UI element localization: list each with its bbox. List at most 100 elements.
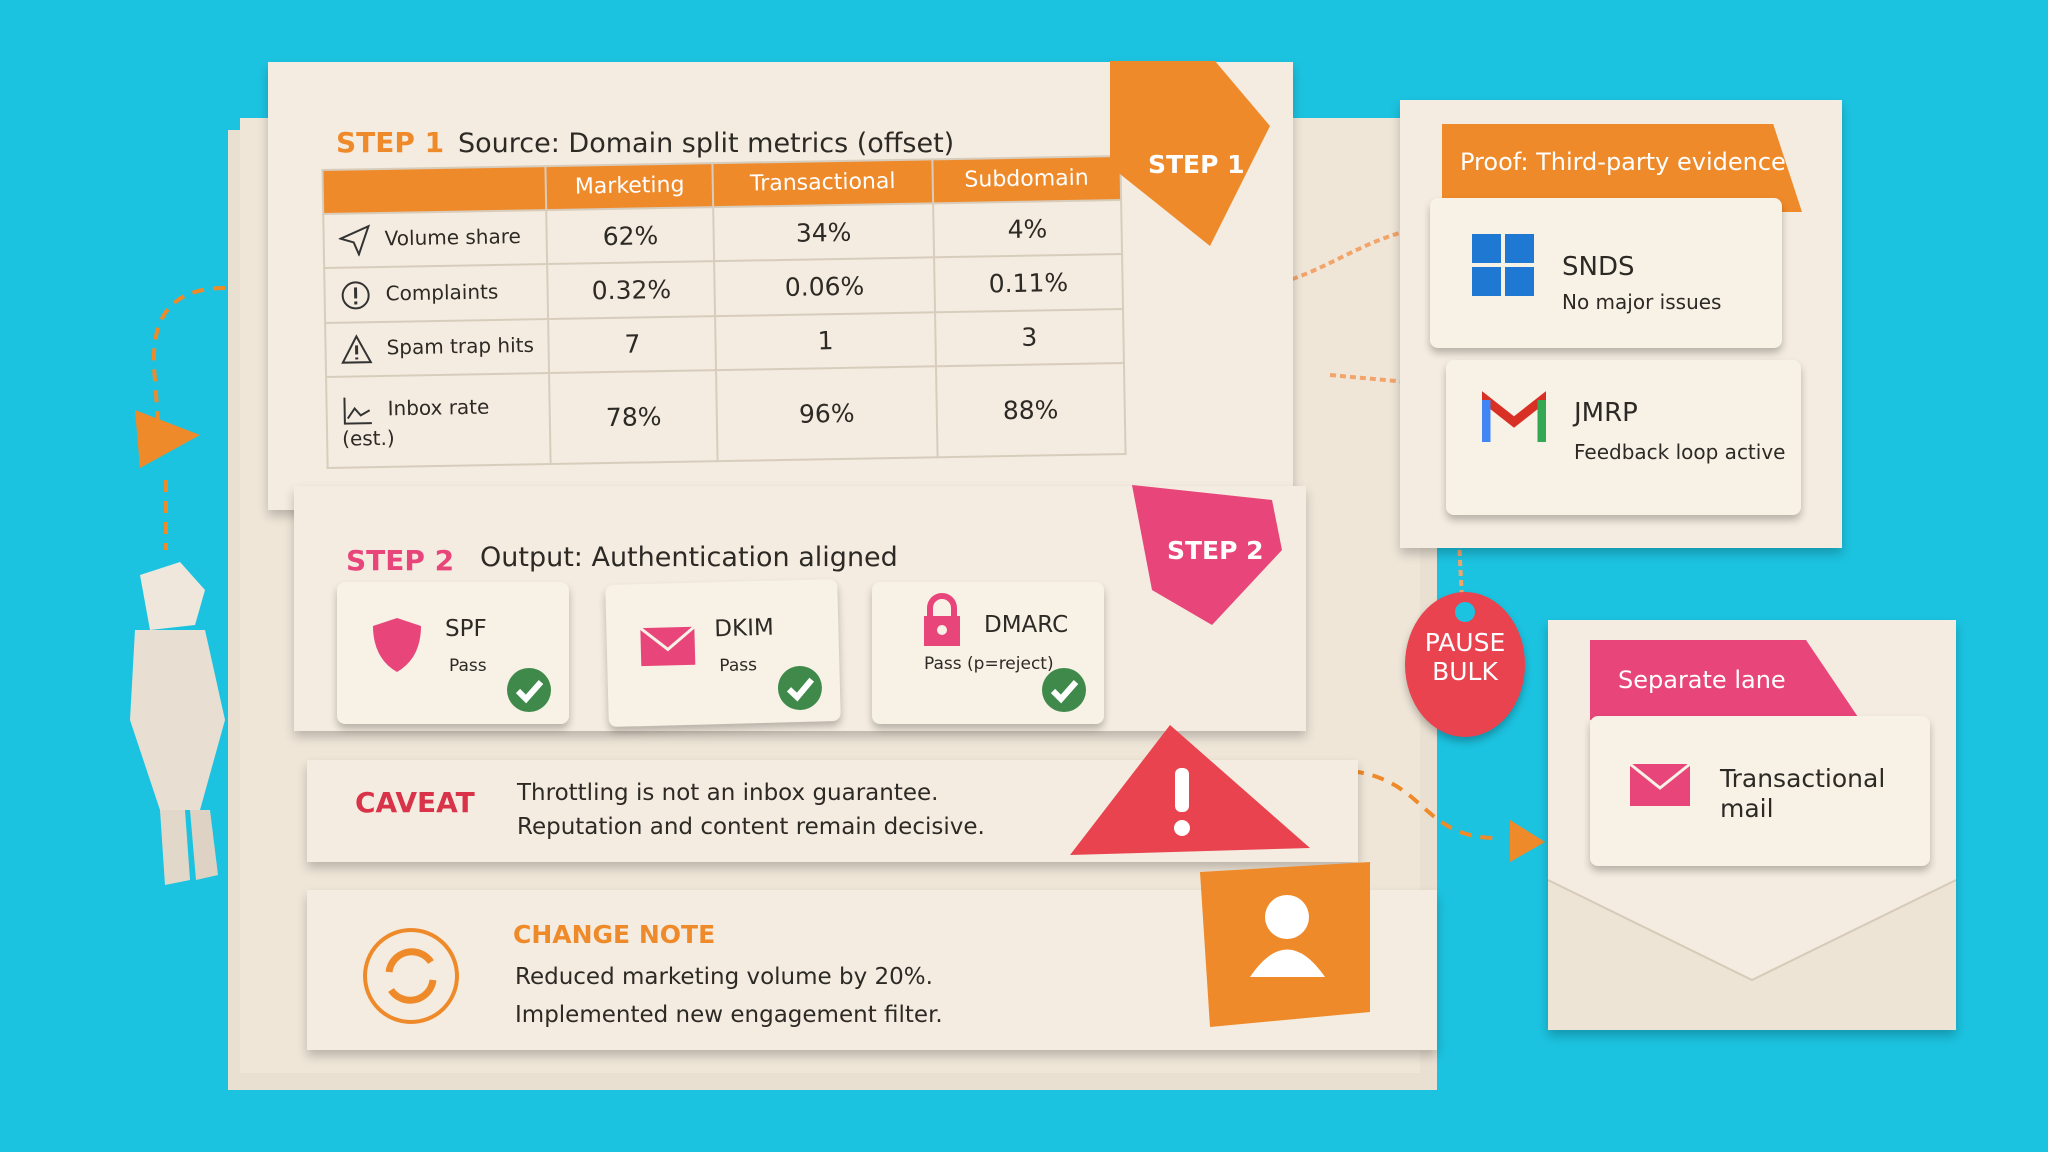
row-label-cell: Complaints (324, 264, 549, 323)
step-title: Output: Authentication aligned (480, 542, 898, 573)
step-tab-label: STEP 2 (1167, 536, 1264, 565)
cell-text: 78% (605, 402, 662, 433)
step-label: STEP 1 (336, 126, 445, 159)
cell-text: 7 (624, 329, 641, 360)
step-label: STEP 2 (346, 544, 455, 577)
windows-icon (1472, 234, 1534, 296)
metrics-table-wrap: Marketing Transactional Subdomain Volume sh… (321, 155, 1126, 469)
lane-title: Separate lane (1618, 666, 1786, 694)
change-line: Reduced marketing volume by 20%. (515, 964, 933, 990)
value-cell: 0.32% (547, 261, 716, 319)
auth-card: DKIM Pass (605, 578, 841, 728)
paper-figure (130, 562, 225, 885)
dashed-path (1309, 767, 1501, 841)
row-icon (341, 334, 373, 364)
proof-name: JMRP (1574, 398, 1638, 428)
check-badge (1042, 668, 1086, 712)
value-cell: 3 (934, 308, 1124, 367)
cell-text: 96% (798, 398, 855, 429)
cell-text: 0.32% (591, 274, 672, 306)
header-cell: Subdomain (932, 156, 1122, 204)
row-label: Complaints (385, 278, 499, 305)
row-icon (341, 280, 370, 309)
cell-text: 88% (1002, 395, 1059, 426)
caveat-line: Reputation and content remain decisive. (517, 814, 985, 840)
caveat-text: Throttling is not an inbox guarantee. Re… (517, 776, 985, 844)
value-cell: 88% (935, 363, 1126, 458)
dashed-path (151, 286, 226, 451)
table-row: Volume share 62% 34% 4% (323, 199, 1123, 269)
proof-detail: Feedback loop active (1574, 440, 1786, 464)
lane-text: Transactional mail (1720, 764, 1885, 824)
lane-line: mail (1720, 794, 1774, 823)
cell-text: 4% (1007, 213, 1048, 244)
step-title: Source: Domain split metrics (offset) (458, 128, 955, 159)
auth-name: SPF (445, 616, 487, 642)
proof-card: JMRP Feedback loop active (1446, 360, 1801, 515)
value-cell: 0.06% (714, 257, 935, 316)
header-cell: Marketing (545, 163, 714, 210)
row-label: Volume share (384, 224, 522, 251)
envelope-pocket (1548, 879, 1956, 1030)
auth-icon (373, 618, 421, 672)
cell-text: 0.11% (988, 268, 1069, 299)
gmail-icon (1482, 391, 1546, 442)
step2-tab (1132, 485, 1282, 625)
arrow-head (1510, 820, 1545, 862)
proof-header: Proof: Third-party evidence (1442, 124, 1802, 212)
warning-icon (1070, 725, 1310, 855)
proof-name: SNDS (1562, 252, 1635, 282)
row-label-cell: Inbox rate (est.) (326, 373, 552, 468)
cell-text: 62% (602, 220, 659, 251)
value-cell: 78% (549, 370, 718, 465)
table-row: Inbox rate (est.) 78% 96% 88% (326, 363, 1126, 468)
table-row: Complaints 0.32% 0.06% 0.11% (324, 254, 1124, 323)
row-label-cell: Volume share (323, 209, 548, 269)
change-line: Implemented new engagement filter. (515, 1002, 943, 1028)
check-badge (507, 668, 551, 712)
auth-status: Pass (719, 655, 758, 677)
proof-card: SNDS No major issues (1430, 198, 1782, 348)
refresh-icon (363, 928, 459, 1024)
lane-line: Transactional (1720, 764, 1886, 793)
arrow-head (135, 410, 200, 468)
value-cell: 1 (715, 312, 936, 371)
metrics-table: Marketing Transactional Subdomain Volume sh… (321, 155, 1126, 469)
auth-name: DKIM (714, 614, 775, 643)
row-icon (337, 224, 371, 258)
step-tab-label: STEP 1 (1148, 150, 1245, 179)
header-cell (322, 166, 547, 214)
header-cell: Transactional (712, 159, 933, 208)
step1-tab (1110, 61, 1270, 246)
auth-name: DMARC (984, 612, 1069, 638)
change-note-text: Reduced marketing volume by 20%. Impleme… (515, 958, 943, 1034)
proof-title: Proof: Third-party evidence (1460, 148, 1786, 176)
row-icon (343, 397, 372, 425)
mail-icon (1629, 762, 1691, 806)
auth-status: Pass (449, 656, 487, 676)
cell-text: 34% (795, 217, 852, 248)
proof-detail: No major issues (1562, 290, 1722, 314)
value-cell: 62% (546, 207, 715, 265)
tag-hole (1455, 602, 1475, 622)
user-icon (1200, 862, 1370, 1027)
table-row: Spam trap hits 7 1 3 (325, 308, 1124, 378)
caveat-line: Throttling is not an inbox guarantee. (517, 780, 939, 806)
tag-line: PAUSE (1424, 628, 1506, 657)
cell-text: 0.06% (784, 271, 865, 302)
pause-tag: PAUSE BULK (1405, 592, 1525, 737)
auth-card: SPF Pass (337, 582, 569, 724)
lane-card: Transactional mail (1590, 716, 1930, 866)
auth-icon (639, 625, 696, 667)
auth-card: DMARC Pass (p=reject) (872, 582, 1104, 724)
value-cell: 96% (716, 366, 938, 462)
value-cell: 34% (713, 203, 934, 262)
row-label: Spam trap hits (386, 332, 535, 360)
tag-line: BULK (1432, 657, 1498, 686)
row-label-cell: Spam trap hits (325, 318, 550, 378)
step2-panel: STEP 2 Output: Authentication aligned SP… (294, 486, 1306, 731)
auth-icon (924, 593, 960, 646)
value-cell: 4% (932, 199, 1123, 258)
auth-status: Pass (p=reject) (924, 654, 1054, 674)
